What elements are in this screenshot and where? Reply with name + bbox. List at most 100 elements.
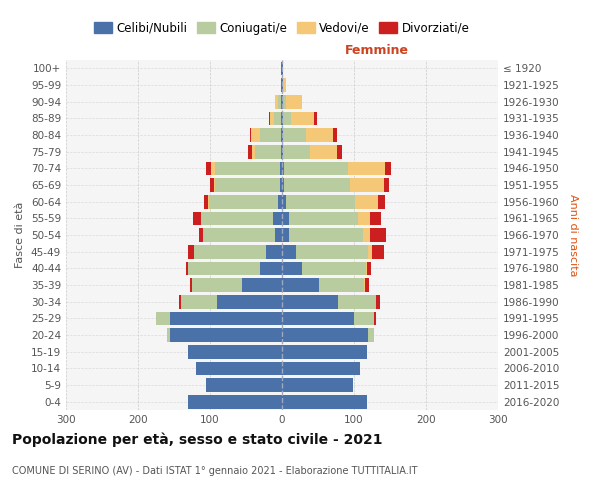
Bar [210, 178, 214, 192]
Bar [211, 162, 215, 175]
Bar [260, 128, 281, 142]
Bar [281, 95, 282, 108]
Bar [367, 262, 371, 275]
Bar [170, 312, 282, 325]
Bar [368, 328, 374, 342]
Bar [282, 162, 284, 175]
Bar [194, 245, 266, 258]
Text: Popolazione per età, sesso e stato civile - 2021: Popolazione per età, sesso e stato civil… [12, 432, 383, 447]
Bar [282, 195, 286, 208]
Bar [215, 178, 280, 192]
Bar [170, 328, 282, 342]
Bar [282, 78, 283, 92]
Bar [181, 295, 217, 308]
Bar [188, 345, 282, 358]
Bar [289, 228, 362, 242]
Bar [286, 195, 355, 208]
Bar [206, 378, 282, 392]
Bar [274, 112, 281, 125]
Bar [365, 278, 369, 292]
Bar [282, 362, 360, 375]
Bar [203, 195, 208, 208]
Bar [282, 95, 283, 108]
Bar [370, 212, 382, 225]
Bar [364, 278, 365, 292]
Bar [282, 145, 283, 158]
Bar [208, 195, 209, 208]
Bar [252, 145, 256, 158]
Bar [214, 178, 215, 192]
Bar [199, 228, 203, 242]
Bar [186, 262, 188, 275]
Bar [362, 228, 370, 242]
Bar [193, 212, 202, 225]
Bar [281, 78, 282, 92]
Bar [365, 262, 367, 275]
Bar [282, 295, 338, 308]
Bar [278, 195, 282, 208]
Bar [296, 245, 368, 258]
Bar [188, 262, 260, 275]
Bar [250, 128, 251, 142]
Bar [248, 145, 252, 158]
Bar [282, 128, 283, 142]
Bar [281, 112, 282, 125]
Bar [354, 312, 374, 325]
Bar [286, 95, 302, 108]
Bar [314, 112, 317, 125]
Bar [196, 362, 282, 375]
Bar [251, 128, 260, 142]
Bar [278, 95, 281, 108]
Bar [242, 278, 282, 292]
Bar [289, 212, 358, 225]
Bar [368, 245, 372, 258]
Bar [202, 212, 274, 225]
Bar [206, 162, 211, 175]
Bar [374, 312, 376, 325]
Bar [282, 278, 319, 292]
Bar [372, 245, 383, 258]
Bar [260, 262, 282, 275]
Bar [256, 145, 281, 158]
Bar [283, 78, 286, 92]
Bar [269, 112, 271, 125]
Bar [281, 62, 282, 75]
Bar [282, 345, 367, 358]
Bar [302, 262, 365, 275]
Bar [275, 228, 282, 242]
Bar [283, 145, 310, 158]
Bar [188, 395, 282, 408]
Bar [282, 395, 367, 408]
Bar [282, 112, 283, 125]
Bar [282, 228, 289, 242]
Bar [284, 178, 350, 192]
Bar [370, 228, 386, 242]
Y-axis label: Fasce di età: Fasce di età [16, 202, 25, 268]
Bar [282, 262, 302, 275]
Bar [274, 212, 282, 225]
Bar [310, 145, 337, 158]
Bar [192, 278, 242, 292]
Bar [217, 295, 282, 308]
Bar [167, 328, 170, 342]
Bar [292, 112, 314, 125]
Bar [280, 162, 282, 175]
Bar [281, 145, 282, 158]
Bar [319, 278, 364, 292]
Text: Femmine: Femmine [345, 44, 409, 57]
Bar [271, 112, 274, 125]
Bar [337, 145, 342, 158]
Bar [358, 212, 370, 225]
Text: COMUNE DI SERINO (AV) - Dati ISTAT 1° gennaio 2021 - Elaborazione TUTTITALIA.IT: COMUNE DI SERINO (AV) - Dati ISTAT 1° ge… [12, 466, 418, 476]
Bar [282, 245, 296, 258]
Bar [179, 295, 181, 308]
Bar [355, 195, 379, 208]
Bar [379, 195, 385, 208]
Bar [284, 162, 347, 175]
Bar [282, 312, 354, 325]
Bar [188, 245, 194, 258]
Bar [347, 162, 385, 175]
Bar [156, 312, 170, 325]
Bar [282, 328, 368, 342]
Bar [306, 128, 333, 142]
